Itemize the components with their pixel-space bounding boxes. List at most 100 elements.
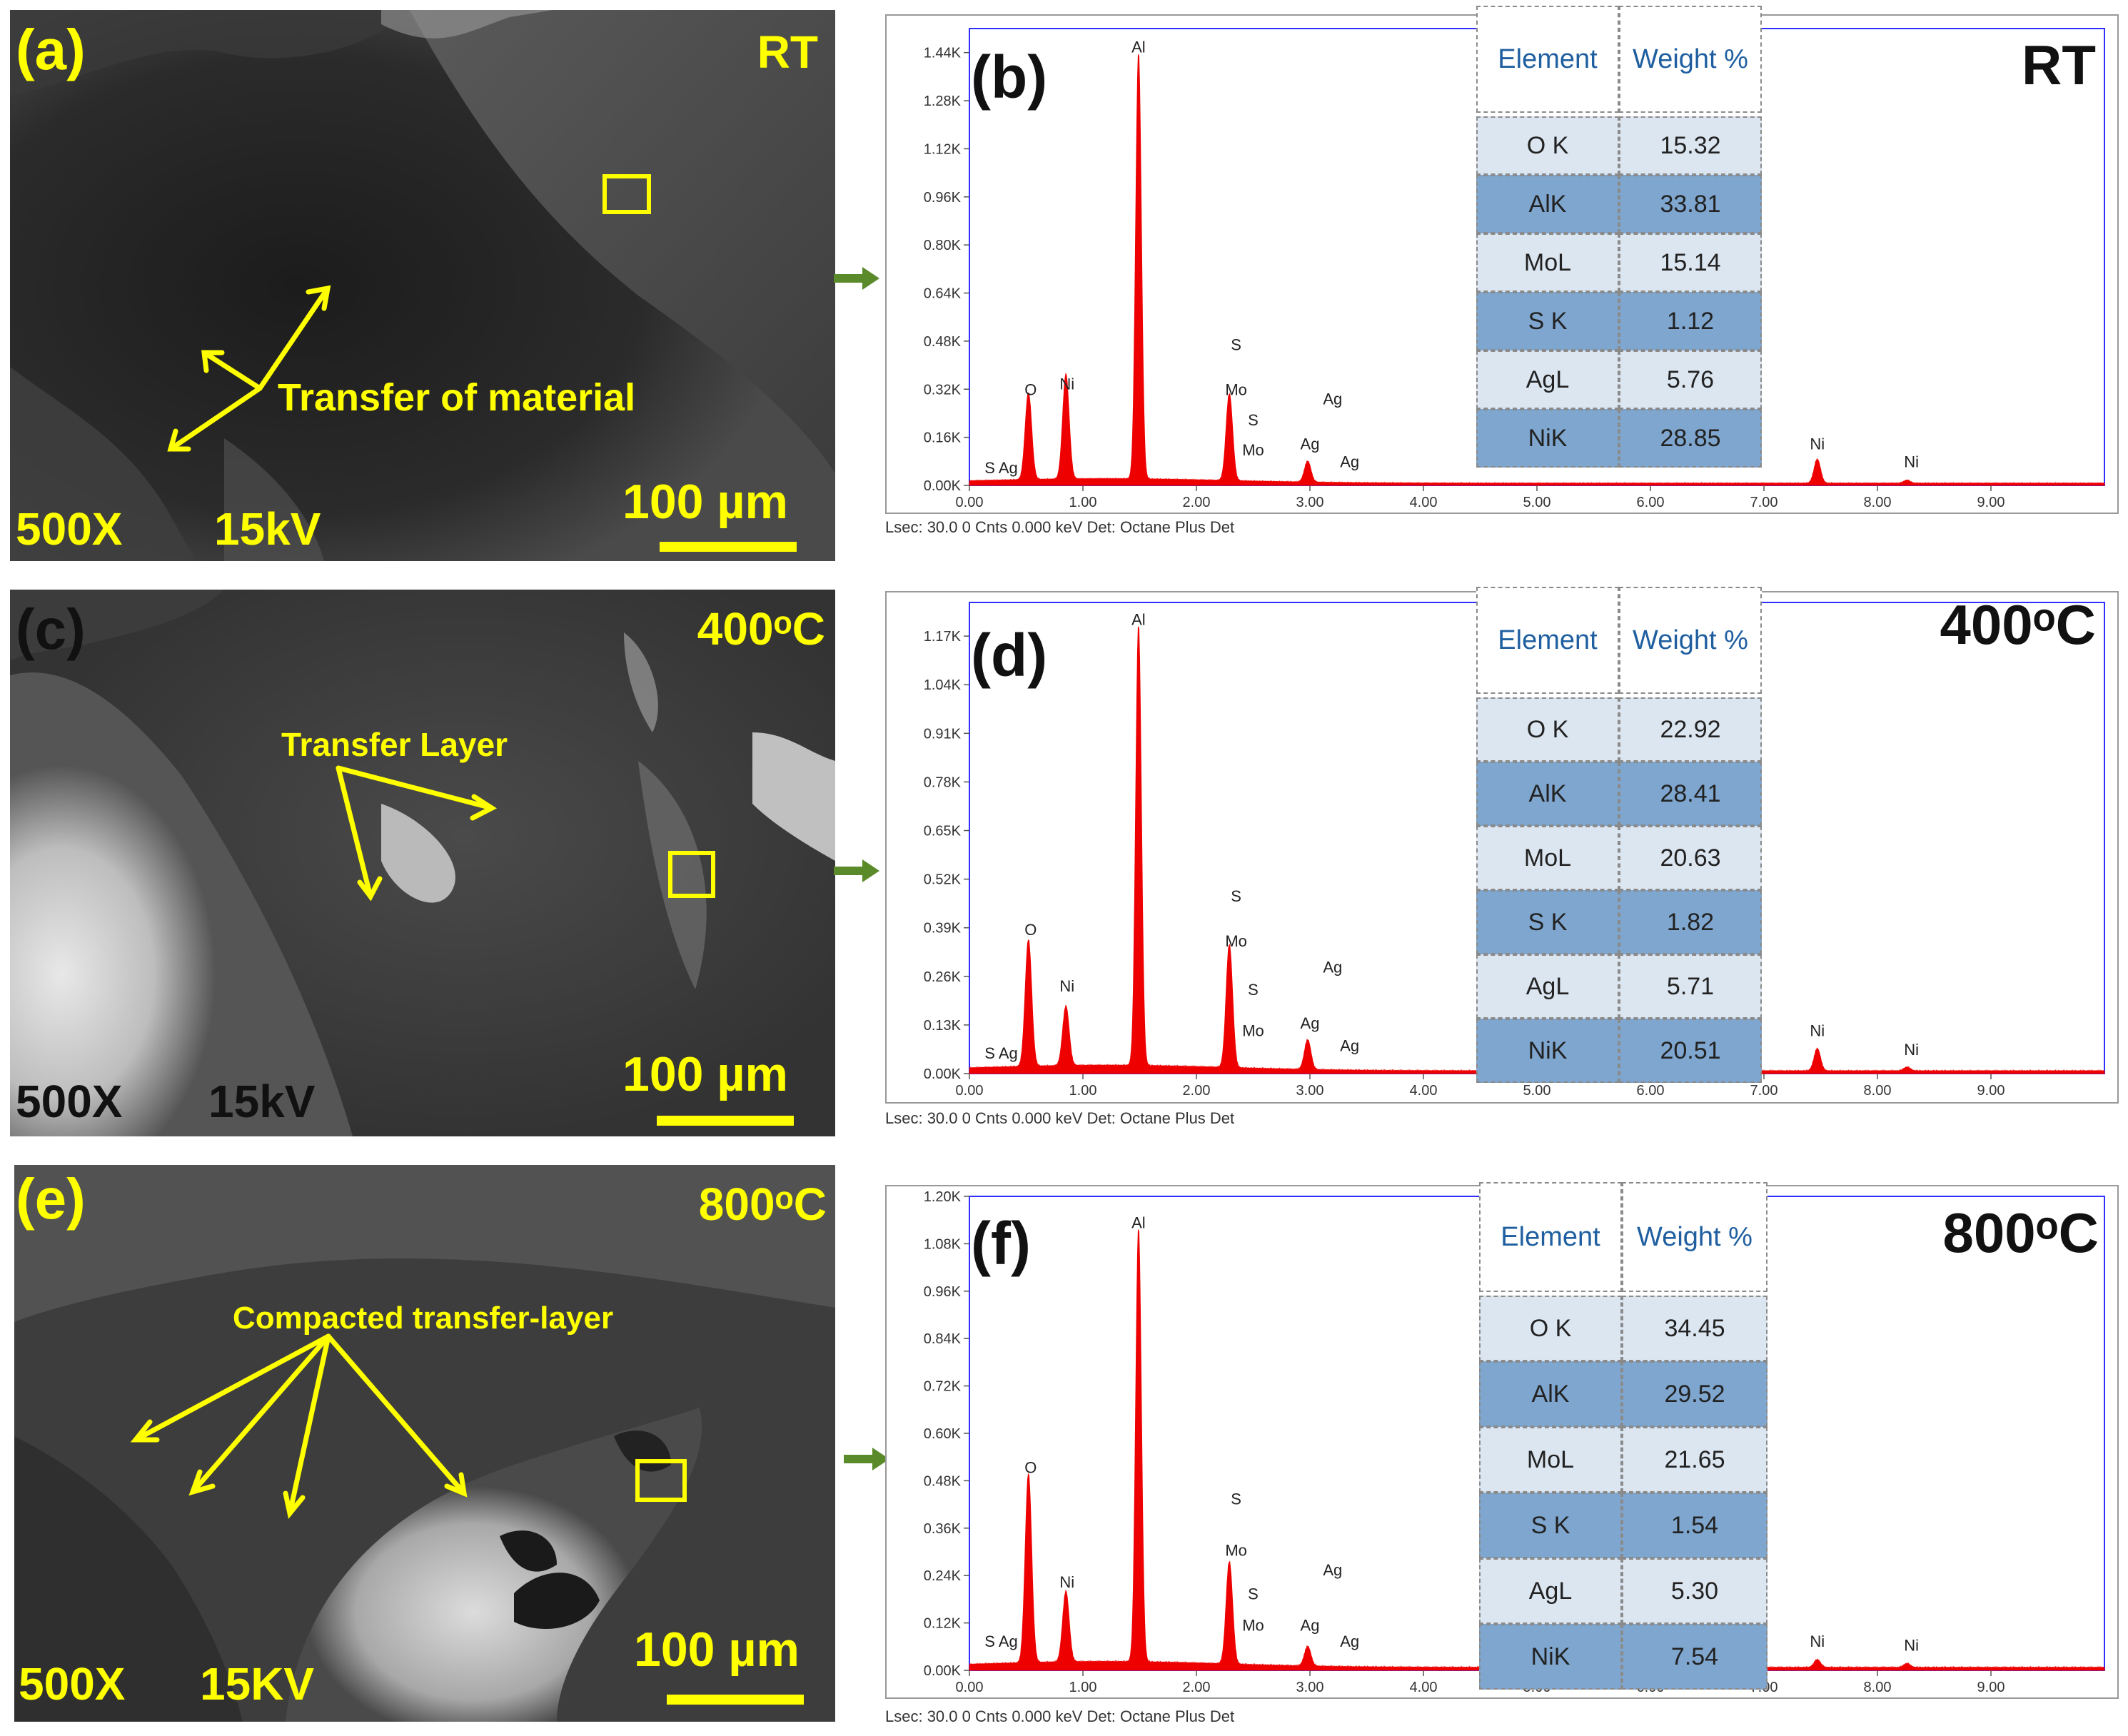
- peak-label: Mo: [1242, 1617, 1264, 1635]
- peak-label: S: [1248, 1585, 1259, 1603]
- y-tick-label: 0.12K: [924, 1616, 962, 1632]
- peak-label: Ni: [1059, 977, 1074, 995]
- x-tick-label: 6.00: [1637, 495, 1665, 510]
- x-tick-label: 5.00: [1523, 1083, 1551, 1099]
- table-cell-weight: 1.12: [1619, 292, 1762, 350]
- table-cell-element: AlK: [1479, 1361, 1622, 1427]
- analysis-region-box: [668, 851, 715, 898]
- x-tick-label: 7.00: [1750, 495, 1778, 510]
- magnification-label: 500X: [19, 1658, 126, 1710]
- panel-letter: (a): [16, 18, 86, 81]
- annotation-arrows-e: [130, 1333, 468, 1519]
- table-header-element: Element: [1476, 6, 1619, 113]
- temperature-label: 800ᵒC: [698, 1179, 827, 1230]
- peak-label: O: [1024, 381, 1037, 399]
- y-tick-label: 0.65K: [924, 824, 962, 839]
- peak-label: Ag: [1340, 1632, 1359, 1650]
- table-cell-element: S K: [1479, 1493, 1622, 1558]
- peak-label: Ag: [1301, 1014, 1320, 1032]
- sem-image-c: (c) 400ᵒC Transfer Layer 500X 15kV 100 µ…: [10, 590, 835, 1136]
- y-tick-label: 0.26K: [924, 969, 962, 985]
- y-tick-label: 0.48K: [924, 1473, 962, 1489]
- table-cell-element: O K: [1476, 116, 1619, 175]
- peak-label: Ni: [1904, 1041, 1919, 1059]
- annotation-label: Transfer Layer: [281, 726, 508, 763]
- annotation-arrows-c: [336, 765, 497, 902]
- sem-texture-a: [10, 10, 835, 561]
- x-tick-label: 0.00: [956, 495, 984, 510]
- y-tick-label: 0.72K: [924, 1379, 962, 1395]
- table-header-element: Element: [1479, 1182, 1622, 1292]
- table-header-weight: Weight %: [1622, 1182, 1768, 1292]
- table-cell-element: NiK: [1476, 1019, 1619, 1083]
- x-tick-label: 3.00: [1296, 495, 1324, 510]
- scale-bar: [657, 1116, 794, 1126]
- table-cell-weight: 1.54: [1622, 1493, 1768, 1558]
- table-cell-weight: 15.32: [1619, 116, 1762, 175]
- table-cell-element: S K: [1476, 890, 1619, 954]
- table-cell-weight: 20.51: [1619, 1019, 1762, 1083]
- x-tick-label: 2.00: [1183, 1083, 1211, 1099]
- peak-label: Ag: [1323, 390, 1342, 408]
- y-tick-label: 0.60K: [924, 1426, 962, 1442]
- link-arrow-ab: [834, 267, 879, 290]
- x-tick-label: 9.00: [1977, 1083, 2005, 1099]
- voltage-label: 15KV: [200, 1658, 315, 1710]
- peak-label: Ag: [1301, 1617, 1320, 1635]
- y-tick-label: 0.96K: [924, 1284, 962, 1300]
- scale-bar: [667, 1695, 804, 1705]
- peak-label: Ni: [1810, 1632, 1825, 1650]
- y-tick-label: 1.20K: [924, 1189, 962, 1205]
- scale-bar: [660, 542, 797, 552]
- x-tick-label: 3.00: [1296, 1680, 1324, 1695]
- temperature-label: 400ᵒC: [697, 603, 825, 655]
- table-cell-weight: 5.76: [1619, 350, 1762, 409]
- y-tick-label: 0.91K: [924, 726, 962, 742]
- peak-label: S: [1231, 887, 1241, 905]
- y-tick-label: 0.96K: [924, 190, 962, 206]
- y-tick-label: 0.80K: [924, 238, 962, 253]
- table-cell-weight: 5.71: [1619, 954, 1762, 1019]
- peak-label: S: [1231, 1490, 1241, 1508]
- x-tick-label: 0.00: [956, 1083, 984, 1099]
- peak-label: S: [1231, 336, 1241, 354]
- voltage-label: 15kV: [208, 1076, 316, 1127]
- table-cell-element: AlK: [1476, 762, 1619, 826]
- table-cell-weight: 15.14: [1619, 233, 1762, 292]
- x-tick-label: 6.00: [1637, 1083, 1665, 1099]
- table-cell-weight: 34.45: [1622, 1296, 1768, 1361]
- voltage-label: 15kV: [214, 503, 321, 555]
- table-cell-element: MoL: [1476, 826, 1619, 890]
- scale-bar-label: 100 µm: [634, 1623, 800, 1677]
- peak-label: Ag: [1323, 959, 1342, 976]
- x-tick-label: 3.00: [1296, 1083, 1324, 1099]
- y-tick-label: 0.32K: [924, 382, 962, 398]
- annotation-label: Transfer of material: [278, 376, 636, 419]
- peak-label: Al: [1131, 610, 1146, 628]
- panel-letter: (e): [16, 1167, 86, 1231]
- analysis-region-box: [635, 1459, 687, 1502]
- peak-label: O: [1024, 921, 1037, 939]
- sem-image-a: (a) RT Transfer of material 500X 15kV 10…: [10, 10, 835, 561]
- y-tick-label: 0.48K: [924, 334, 962, 350]
- peak-label: Ag: [1323, 1561, 1342, 1579]
- spectrum-footer: Lsec: 30.0 0 Cnts 0.000 keV Det: Octane …: [885, 518, 1235, 536]
- x-tick-label: 2.00: [1183, 495, 1211, 510]
- table-cell-element: MoL: [1479, 1427, 1622, 1493]
- annotation-arrows-a: [167, 285, 331, 452]
- peak-label: Ni: [1904, 453, 1919, 471]
- table-cell-element: AgL: [1479, 1558, 1622, 1624]
- peak-label: Mo: [1242, 441, 1264, 459]
- table-cell-element: AgL: [1476, 954, 1619, 1019]
- scale-bar-label: 100 µm: [622, 1047, 788, 1101]
- peak-label: Ni: [1810, 1022, 1825, 1040]
- table-cell-weight: 22.92: [1619, 697, 1762, 762]
- y-tick-label: 1.17K: [924, 629, 962, 645]
- x-tick-label: 0.00: [956, 1680, 984, 1695]
- temperature-label: 800ᵒC: [1942, 1201, 2099, 1264]
- peak-label: Ag: [1340, 453, 1359, 471]
- x-tick-label: 1.00: [1069, 495, 1097, 510]
- table-cell-weight: 7.54: [1622, 1624, 1768, 1690]
- table-cell-element: NiK: [1476, 409, 1619, 468]
- y-tick-label: 0.00K: [924, 1663, 962, 1679]
